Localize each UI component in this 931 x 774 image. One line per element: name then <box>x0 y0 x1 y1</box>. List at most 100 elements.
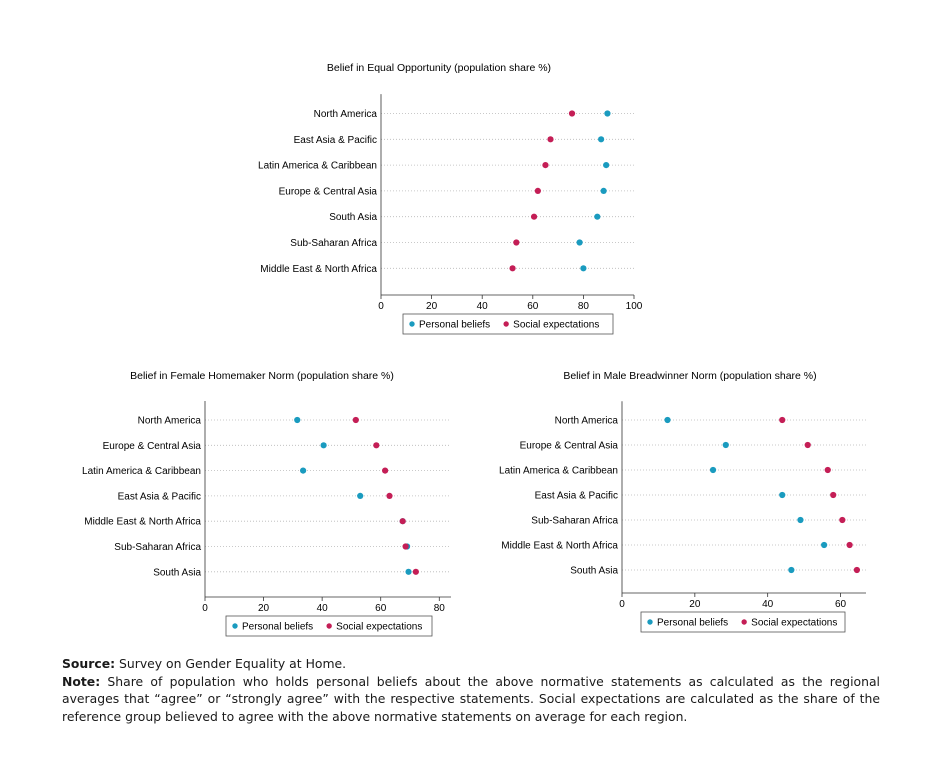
personal-beliefs-point <box>788 566 795 574</box>
category-label: North America <box>314 109 378 120</box>
x-tick-label: 60 <box>375 603 387 614</box>
chart-title: Belief in Equal Opportunity (population … <box>327 62 551 74</box>
x-tick-label: 0 <box>202 603 208 614</box>
category-label: Sub-Saharan Africa <box>290 238 377 249</box>
legend-label: Social expectations <box>336 622 422 633</box>
social-expectations-point <box>412 568 419 575</box>
social-expectations-point <box>804 441 811 449</box>
category-label: Latin America & Caribbean <box>499 466 618 477</box>
category-label: East Asia & Pacific <box>294 135 377 146</box>
x-tick-label: 40 <box>477 301 489 312</box>
category-label: Latin America & Caribbean <box>82 466 201 477</box>
category-label: Europe & Central Asia <box>279 186 378 197</box>
personal-beliefs-point <box>600 187 607 194</box>
charts-canvas: Belief in Equal Opportunity (population … <box>82 62 866 637</box>
category-label: South Asia <box>329 212 377 223</box>
legend-label: Personal beliefs <box>419 320 490 331</box>
social-expectations-point <box>509 265 516 272</box>
source-label: Source: <box>62 656 116 671</box>
personal-beliefs-point <box>405 568 412 575</box>
personal-beliefs-point <box>821 541 828 549</box>
category-label: East Asia & Pacific <box>118 491 201 502</box>
social-expectations-point <box>853 566 860 574</box>
note-line: Note: Share of population who holds pers… <box>62 673 880 726</box>
x-tick-label: 60 <box>527 301 539 312</box>
chart-title: Belief in Male Breadwinner Norm (populat… <box>563 370 816 382</box>
social-expectations-point <box>547 136 554 143</box>
social-expectations-point <box>839 516 846 524</box>
x-tick-label: 60 <box>835 599 847 610</box>
category-label: East Asia & Pacific <box>535 491 618 502</box>
personal-beliefs-point <box>664 416 671 424</box>
personal-beliefs-point <box>722 441 729 449</box>
category-label: Sub-Saharan Africa <box>114 542 201 553</box>
legend-marker <box>741 619 747 625</box>
category-label: South Asia <box>570 566 618 577</box>
category-label: Middle East & North Africa <box>501 541 618 552</box>
x-tick-label: 0 <box>378 301 384 312</box>
x-tick-label: 40 <box>317 603 329 614</box>
chart-1: Belief in Equal Opportunity (population … <box>258 62 643 335</box>
social-expectations-point <box>352 416 359 424</box>
social-expectations-point <box>386 492 393 499</box>
category-label: South Asia <box>153 567 201 578</box>
social-expectations-point <box>534 187 541 194</box>
category-label: North America <box>555 416 619 427</box>
x-tick-label: 20 <box>426 301 438 312</box>
legend-marker <box>647 619 653 625</box>
chart-2: Belief in Female Homemaker Norm (populat… <box>82 370 451 637</box>
personal-beliefs-point <box>797 516 804 524</box>
social-expectations-point <box>399 518 406 525</box>
chart-title: Belief in Female Homemaker Norm (populat… <box>130 370 394 382</box>
category-label: Middle East & North Africa <box>84 517 201 528</box>
legend-label: Personal beliefs <box>242 622 313 633</box>
x-tick-label: 80 <box>578 301 590 312</box>
social-expectations-point <box>513 239 520 246</box>
source-text: Survey on Gender Equality at Home. <box>115 656 347 671</box>
x-tick-label: 0 <box>619 599 625 610</box>
x-tick-label: 80 <box>434 603 446 614</box>
legend-marker <box>503 321 509 327</box>
social-expectations-point <box>830 491 837 499</box>
legend-label: Personal beliefs <box>657 618 728 629</box>
social-expectations-point <box>568 110 576 117</box>
social-expectations-point <box>542 162 549 169</box>
personal-beliefs-point <box>580 265 587 272</box>
chart-3: Belief in Male Breadwinner Norm (populat… <box>499 370 866 633</box>
personal-beliefs-point <box>294 416 301 424</box>
x-tick-label: 100 <box>626 301 643 312</box>
category-label: North America <box>138 416 202 427</box>
note-text: Share of population who holds personal b… <box>62 673 880 724</box>
social-expectations-point <box>846 541 853 549</box>
personal-beliefs-point <box>604 110 611 117</box>
category-label: Sub-Saharan Africa <box>531 516 618 527</box>
legend-label: Social expectations <box>751 618 837 629</box>
category-label: Europe & Central Asia <box>520 441 619 452</box>
legend-marker <box>409 321 415 327</box>
social-expectations-point <box>373 442 380 449</box>
category-label: Latin America & Caribbean <box>258 161 377 172</box>
source-line: Source: Survey on Gender Equality at Hom… <box>62 655 880 673</box>
legend-label: Social expectations <box>513 320 599 331</box>
x-tick-label: 20 <box>689 599 701 610</box>
legend-marker <box>232 623 238 629</box>
social-expectations-point <box>382 467 389 474</box>
personal-beliefs-point <box>300 467 307 474</box>
category-label: Europe & Central Asia <box>103 441 202 452</box>
personal-beliefs-point <box>594 213 601 220</box>
personal-beliefs-point <box>709 466 717 474</box>
x-tick-label: 20 <box>258 603 270 614</box>
personal-beliefs-point <box>320 442 327 449</box>
note-label: Note: <box>62 673 101 689</box>
personal-beliefs-point <box>576 239 583 246</box>
personal-beliefs-point <box>603 162 610 169</box>
x-tick-label: 40 <box>762 599 774 610</box>
personal-beliefs-point <box>779 491 786 499</box>
personal-beliefs-point <box>598 136 605 143</box>
category-label: Middle East & North Africa <box>260 264 377 275</box>
figure-footer: Source: Survey on Gender Equality at Hom… <box>62 655 880 725</box>
social-expectations-point <box>779 416 786 424</box>
social-expectations-point <box>824 466 831 474</box>
social-expectations-point <box>402 543 409 550</box>
social-expectations-point <box>530 213 538 220</box>
